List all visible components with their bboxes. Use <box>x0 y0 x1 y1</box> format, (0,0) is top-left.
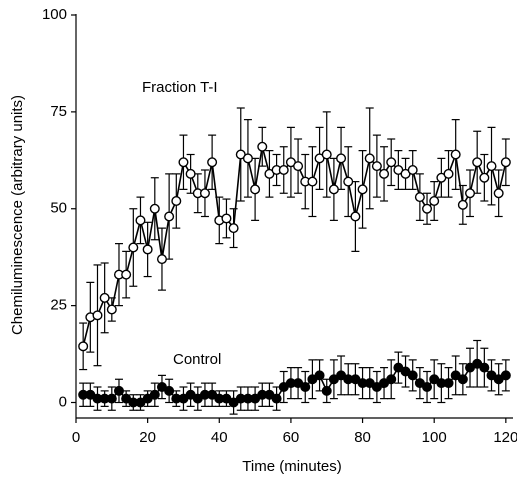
marker <box>321 385 332 396</box>
x-tick-label: 80 <box>354 429 371 446</box>
marker <box>185 168 196 179</box>
marker <box>386 374 397 385</box>
marker <box>300 382 311 393</box>
marker <box>371 161 382 172</box>
marker <box>472 157 483 168</box>
x-axis-label: Time (minutes) <box>242 458 341 475</box>
marker <box>142 244 153 255</box>
y-tick-label: 75 <box>50 103 67 120</box>
marker <box>149 389 160 400</box>
marker <box>443 378 454 389</box>
marker <box>106 304 117 315</box>
marker <box>242 153 253 164</box>
y-tick-label: 25 <box>50 297 67 314</box>
marker <box>443 168 454 179</box>
x-tick-label: 60 <box>283 429 300 446</box>
marker <box>429 195 440 206</box>
marker <box>99 292 110 303</box>
x-tick-label: 0 <box>72 429 80 446</box>
marker <box>457 199 468 210</box>
y-axis-label: Chemiluminescence (arbitrary units) <box>9 95 26 335</box>
marker <box>221 213 232 224</box>
marker <box>479 172 490 183</box>
marker <box>128 242 139 253</box>
marker <box>422 382 433 393</box>
x-tick-label: 120 <box>493 429 517 446</box>
marker <box>407 164 418 175</box>
marker <box>164 385 175 396</box>
marker <box>336 153 347 164</box>
marker <box>278 164 289 175</box>
marker <box>135 215 146 226</box>
marker <box>171 195 182 206</box>
marker <box>113 385 124 396</box>
marker <box>479 362 490 373</box>
marker <box>357 184 368 195</box>
annotation: Control <box>173 351 221 368</box>
y-tick-label: 0 <box>59 393 67 410</box>
marker <box>414 192 425 203</box>
marker <box>199 188 210 199</box>
marker <box>307 176 318 187</box>
marker <box>271 393 282 404</box>
marker <box>250 184 261 195</box>
marker <box>500 370 511 381</box>
marker <box>106 393 117 404</box>
annotation: Fraction T-I <box>142 79 218 96</box>
marker <box>407 370 418 381</box>
marker <box>293 161 304 172</box>
x-tick-label: 100 <box>422 429 447 446</box>
marker <box>156 254 167 265</box>
marker <box>257 141 268 152</box>
marker <box>343 176 354 187</box>
marker <box>422 203 433 214</box>
marker <box>364 153 375 164</box>
marker <box>314 370 325 381</box>
marker <box>207 157 218 168</box>
y-tick-label: 50 <box>50 200 67 217</box>
marker <box>92 310 103 321</box>
y-tick-label: 100 <box>42 6 67 23</box>
marker <box>450 149 461 160</box>
marker <box>228 223 239 234</box>
marker <box>457 374 468 385</box>
x-tick-label: 40 <box>211 429 228 446</box>
marker <box>493 188 504 199</box>
marker <box>178 157 189 168</box>
marker <box>350 211 361 222</box>
marker <box>465 188 476 199</box>
marker <box>486 161 497 172</box>
marker <box>500 157 511 168</box>
marker <box>386 157 397 168</box>
marker <box>149 203 160 214</box>
marker <box>78 341 89 352</box>
marker <box>321 149 332 160</box>
x-tick-label: 20 <box>139 429 156 446</box>
marker <box>379 168 390 179</box>
marker <box>121 269 132 280</box>
marker <box>164 211 175 222</box>
marker <box>328 184 339 195</box>
